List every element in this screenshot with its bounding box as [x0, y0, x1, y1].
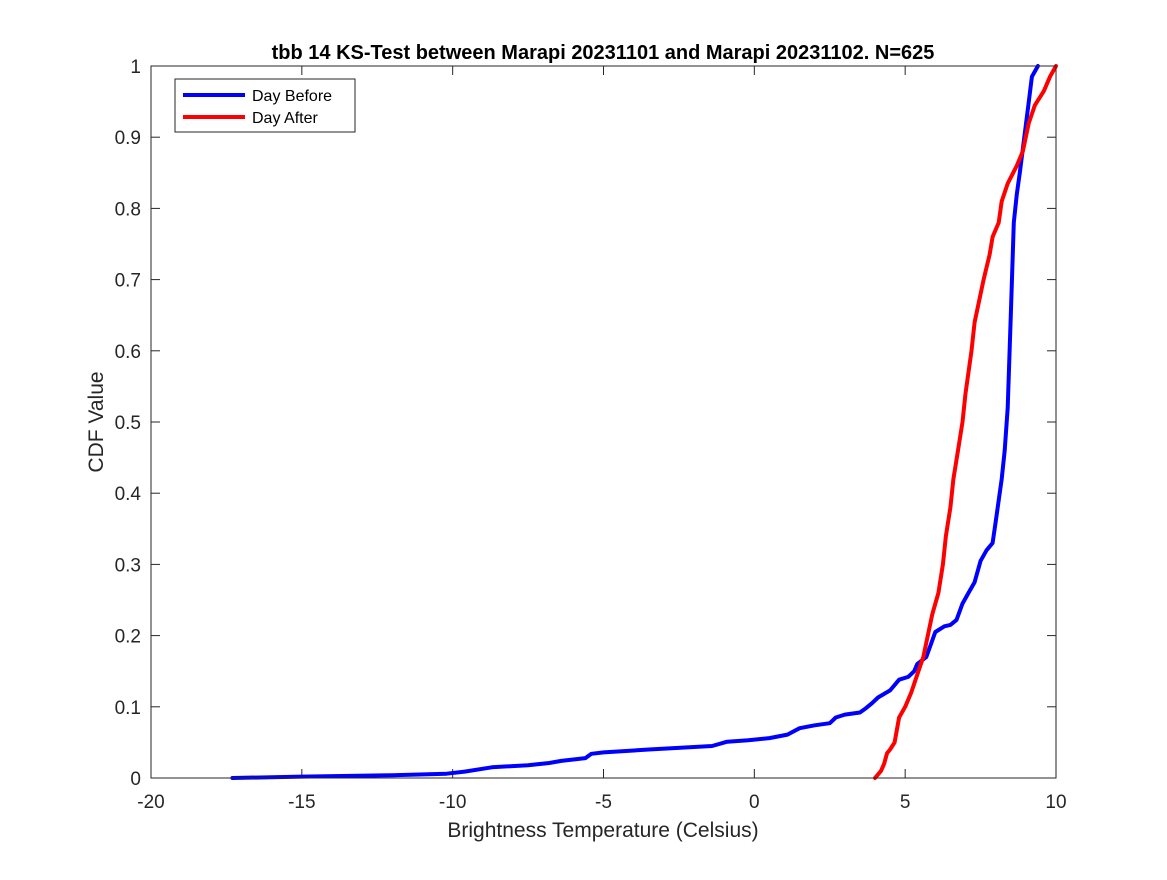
y-tick-label: 0 — [130, 769, 141, 790]
x-tick-label: -20 — [137, 792, 164, 813]
y-tick-label: 0.4 — [115, 484, 142, 505]
y-tick-label: 0.6 — [115, 342, 141, 363]
x-tick-label: -5 — [595, 792, 612, 813]
y-tick-label: 0.1 — [115, 698, 141, 719]
legend-label-day-before: Day Before — [252, 88, 332, 105]
plot-area — [151, 66, 1056, 778]
series-layer — [230, 64, 1058, 780]
x-tick-label: 10 — [1045, 792, 1066, 813]
chart-title: tbb 14 KS-Test between Marapi 20231101 a… — [272, 42, 935, 64]
x-tick-label: 0 — [749, 792, 760, 813]
series-line-day-after — [873, 64, 1058, 780]
legend-label-day-after: Day After — [252, 110, 318, 127]
y-tick-label: 0.2 — [115, 627, 141, 648]
y-tick-label: 0.3 — [115, 555, 141, 576]
series-line-day-before — [230, 64, 1040, 780]
y-tick-label: 1 — [130, 57, 141, 78]
x-tick-label: -10 — [439, 792, 466, 813]
y-tick-label: 0.9 — [115, 128, 141, 149]
plot-frame — [150, 65, 1057, 779]
x-tick-label: 5 — [900, 792, 911, 813]
y-tick-label: 0.7 — [115, 271, 141, 292]
y-tick-label: 0.8 — [115, 199, 141, 220]
x-tick-label: -15 — [288, 792, 315, 813]
y-tick-label: 0.5 — [115, 413, 141, 434]
x-axis-label: Brightness Temperature (Celsius) — [447, 819, 758, 842]
legend: Day Before Day After — [174, 78, 356, 133]
axis-ticks: -20 -15 -10 -5 0 5 10 0 0.1 0.2 0.3 0.4 0.5 0.6 0.7 0.8… — [115, 57, 1067, 813]
y-axis-label: CDF Value — [85, 371, 108, 472]
legend-box — [174, 78, 356, 133]
